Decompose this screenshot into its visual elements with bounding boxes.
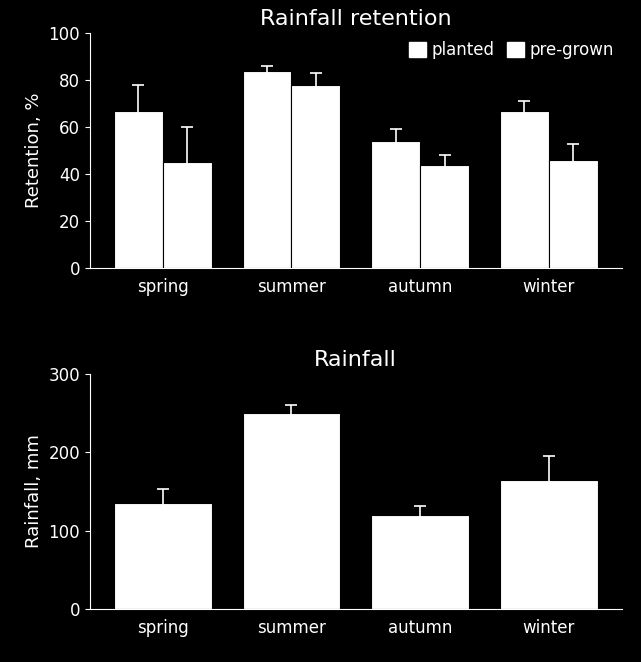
Bar [500,111,549,268]
Bar [500,480,597,609]
Bar [420,165,469,268]
Bar [242,413,340,609]
Bar [549,160,597,268]
Bar [292,85,340,268]
Bar [371,141,420,268]
Legend: planted, pre-grown: planted, pre-grown [410,42,613,60]
Title: Rainfall retention: Rainfall retention [260,9,451,28]
Bar [163,162,212,268]
Bar [114,503,212,609]
Bar [242,71,292,268]
Bar [114,111,163,268]
Title: Rainfall: Rainfall [314,350,397,369]
Bar [371,515,469,609]
Y-axis label: Retention, %: Retention, % [25,93,43,209]
Y-axis label: Rainfall, mm: Rainfall, mm [25,434,43,548]
